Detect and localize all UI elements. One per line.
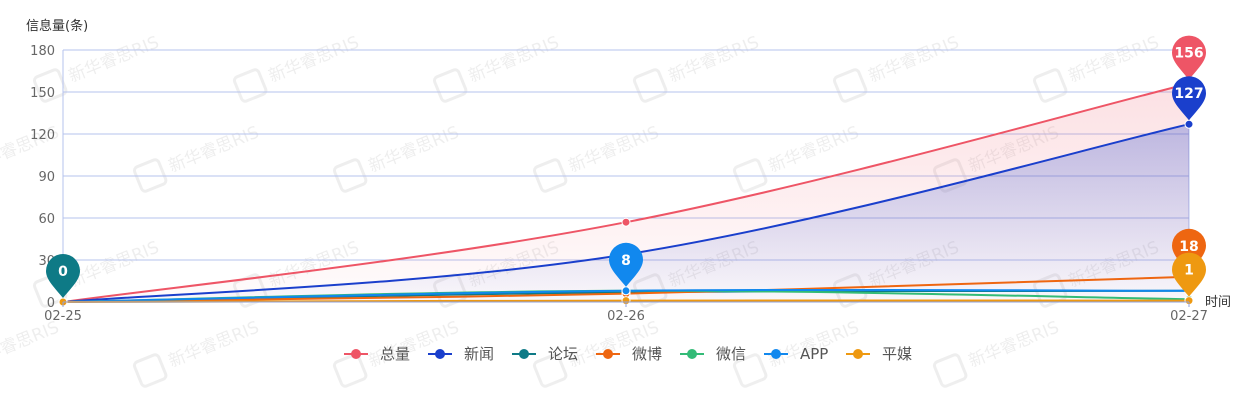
watermark-text: 新华睿思RIS <box>666 33 762 87</box>
legend-item[interactable]: APP <box>764 345 828 363</box>
area-news <box>63 124 1189 302</box>
legend-item[interactable]: 论坛 <box>512 345 578 363</box>
value-pin: 1 <box>1172 252 1206 297</box>
pin-label: 18 <box>1179 239 1198 255</box>
value-pin: 8 <box>609 242 643 287</box>
x-tick-label: 02-27 <box>1170 309 1208 324</box>
legend-marker <box>853 349 863 359</box>
legend-item[interactable]: 微信 <box>680 345 746 363</box>
legend-marker <box>771 349 781 359</box>
y-tick-label: 150 <box>30 86 55 101</box>
y-tick-label: 120 <box>30 128 55 143</box>
watermark-text: 新华睿思RIS <box>466 33 562 87</box>
watermark-logo <box>332 158 368 193</box>
watermark-logo <box>432 68 468 103</box>
legend-label: 微博 <box>632 345 662 363</box>
legend-label: APP <box>800 345 828 363</box>
watermark-text: 新华睿思RIS <box>266 33 362 87</box>
y-tick-label: 60 <box>38 212 55 227</box>
pin-label: 8 <box>621 253 631 269</box>
x-tick-label: 02-26 <box>607 309 645 324</box>
value-pin: 0 <box>46 254 80 298</box>
watermark-logo <box>532 353 568 388</box>
value-pin: 156 <box>1172 35 1206 80</box>
watermark-logo <box>132 353 168 388</box>
watermark-logo <box>332 353 368 388</box>
legend-item[interactable]: 总量 <box>344 345 410 363</box>
watermark-text: 新华睿思RIS <box>1066 33 1162 87</box>
watermark-text: 新华睿思RIS <box>866 33 962 87</box>
legend-item[interactable]: 新闻 <box>428 345 494 363</box>
watermark: 新华睿思RIS <box>532 123 662 193</box>
pin-label: 127 <box>1174 86 1203 102</box>
watermark-logo <box>132 158 168 193</box>
watermark-logo <box>532 158 568 193</box>
watermark: 新华睿思RIS <box>932 318 1062 388</box>
watermark-logo <box>732 158 768 193</box>
watermark: 新华睿思RIS <box>0 318 62 372</box>
legend-label: 新闻 <box>464 345 494 363</box>
legend-item[interactable]: 平媒 <box>846 345 912 363</box>
watermark-logo <box>832 68 868 103</box>
watermark-text: 新华睿思RIS <box>166 123 262 177</box>
watermark-text: 新华睿思RIS <box>0 318 62 372</box>
y-tick-label: 0 <box>47 296 55 311</box>
y-tick-label: 180 <box>30 44 55 59</box>
watermark-text: 新华睿思RIS <box>566 123 662 177</box>
value-pin: 127 <box>1172 76 1206 121</box>
data-point <box>621 217 631 227</box>
data-point <box>621 286 631 296</box>
legend-item[interactable]: 微博 <box>596 345 662 363</box>
watermark-logo <box>732 353 768 388</box>
legend-marker <box>435 349 445 359</box>
chart-legend[interactable]: 总量 新闻 论坛 微博 微信 APP 平媒 <box>344 345 912 363</box>
x-axis-title: 时间 <box>1205 295 1231 310</box>
series-areas <box>63 83 1189 302</box>
legend-label: 总量 <box>380 345 410 363</box>
watermark: 新华睿思RIS <box>132 318 262 388</box>
legend-marker <box>603 349 613 359</box>
x-tick-label: 02-25 <box>44 309 82 324</box>
pin-marker <box>1172 252 1206 297</box>
pin-marker <box>46 254 80 298</box>
pin-marker <box>609 242 643 287</box>
watermark: 新华睿思RIS <box>332 123 462 193</box>
watermark-text: 新华睿思RIS <box>766 123 862 177</box>
watermark-text: 新华睿思RIS <box>66 33 162 87</box>
legend-marker <box>687 349 697 359</box>
legend-label: 平媒 <box>882 345 912 363</box>
y-tick-label: 90 <box>38 170 55 185</box>
watermark-logo <box>632 68 668 103</box>
watermark-logo <box>932 353 968 388</box>
pin-label: 0 <box>58 264 68 280</box>
legend-label: 微信 <box>716 345 746 363</box>
legend-marker <box>519 349 529 359</box>
chart-axes: 02-25 02-26 02-27 <box>44 301 1208 324</box>
pin-marker <box>1172 35 1206 80</box>
pin-label: 1 <box>1184 263 1194 279</box>
watermark-text: 新华睿思RIS <box>166 318 262 372</box>
pin-marker <box>1172 76 1206 121</box>
watermark-logo <box>232 68 268 103</box>
watermark-logo <box>1032 68 1068 103</box>
legend-label: 论坛 <box>548 345 578 363</box>
pin-label: 156 <box>1174 46 1203 62</box>
y-axis-title: 信息量(条) <box>26 18 88 34</box>
watermark: 新华睿思RIS <box>732 318 862 388</box>
data-point <box>1184 119 1194 129</box>
watermark: 新华睿思RIS <box>132 123 262 193</box>
watermark-text: 新华睿思RIS <box>966 318 1062 372</box>
watermark-text: 新华睿思RIS <box>366 123 462 177</box>
value-pins: 0 8 156 127 18 1 <box>46 35 1206 298</box>
legend-marker <box>351 349 361 359</box>
watermark-text: 新华睿思RIS <box>66 238 162 292</box>
watermark-logo <box>32 68 68 103</box>
